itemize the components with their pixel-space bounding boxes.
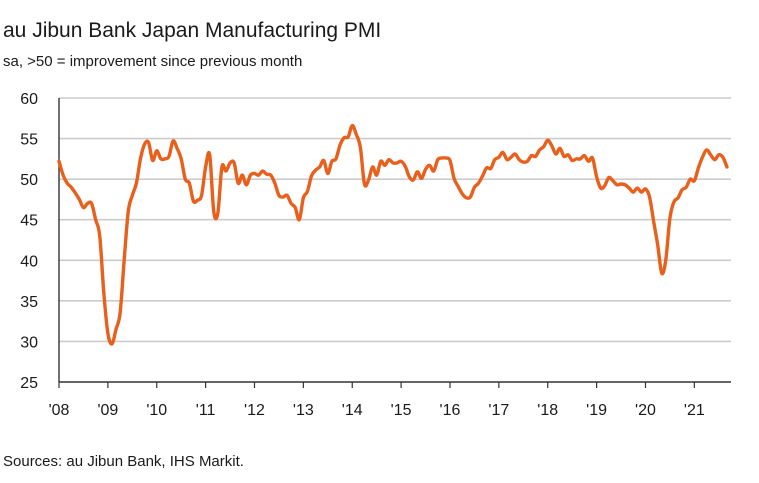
y-tick-label: 45 [20,213,38,230]
x-tick-label: '18 [537,402,558,419]
chart-title: au Jibun Bank Japan Manufacturing PMI [3,19,382,42]
x-tick-label: '12 [244,402,265,419]
y-tick-label: 35 [20,294,38,311]
y-tick-label: 30 [20,334,38,351]
x-tick-label: '20 [635,402,656,419]
y-tick-label: 55 [20,132,38,149]
axes [58,98,731,383]
y-tick-label: 40 [20,253,38,270]
x-tick-label: '19 [586,402,607,419]
series [57,123,729,346]
x-tick-label: '13 [293,402,314,419]
x-tick-label: '08 [49,402,70,419]
x-tick-label: '17 [488,402,509,419]
x-tick-label: '11 [196,402,216,419]
x-tick-label: '15 [391,402,412,419]
chart-subtitle: sa, >50 = improvement since previous mon… [3,53,303,70]
gridlines [59,97,731,343]
chart-source: Sources: au Jibun Bank, IHS Markit. [3,453,244,470]
y-tick-label: 60 [20,91,38,108]
x-tick-label: '16 [440,402,461,419]
x-tick-label: '10 [146,402,167,419]
y-axis-ticks: 25 30 35 40 45 50 55 60 [20,91,38,392]
x-tick-label: '09 [97,402,118,419]
x-axis-ticks: '08 '09 '10 '11 '12 '13 '14 '15 '16 '17 '18 '19 '20 '… [49,382,705,419]
series-line-manufacturing-pmi [57,123,729,346]
x-tick-label: '14 [342,402,363,419]
y-tick-label: 25 [20,375,38,392]
y-tick-label: 50 [20,172,38,189]
x-tick-label: '21 [684,402,705,419]
